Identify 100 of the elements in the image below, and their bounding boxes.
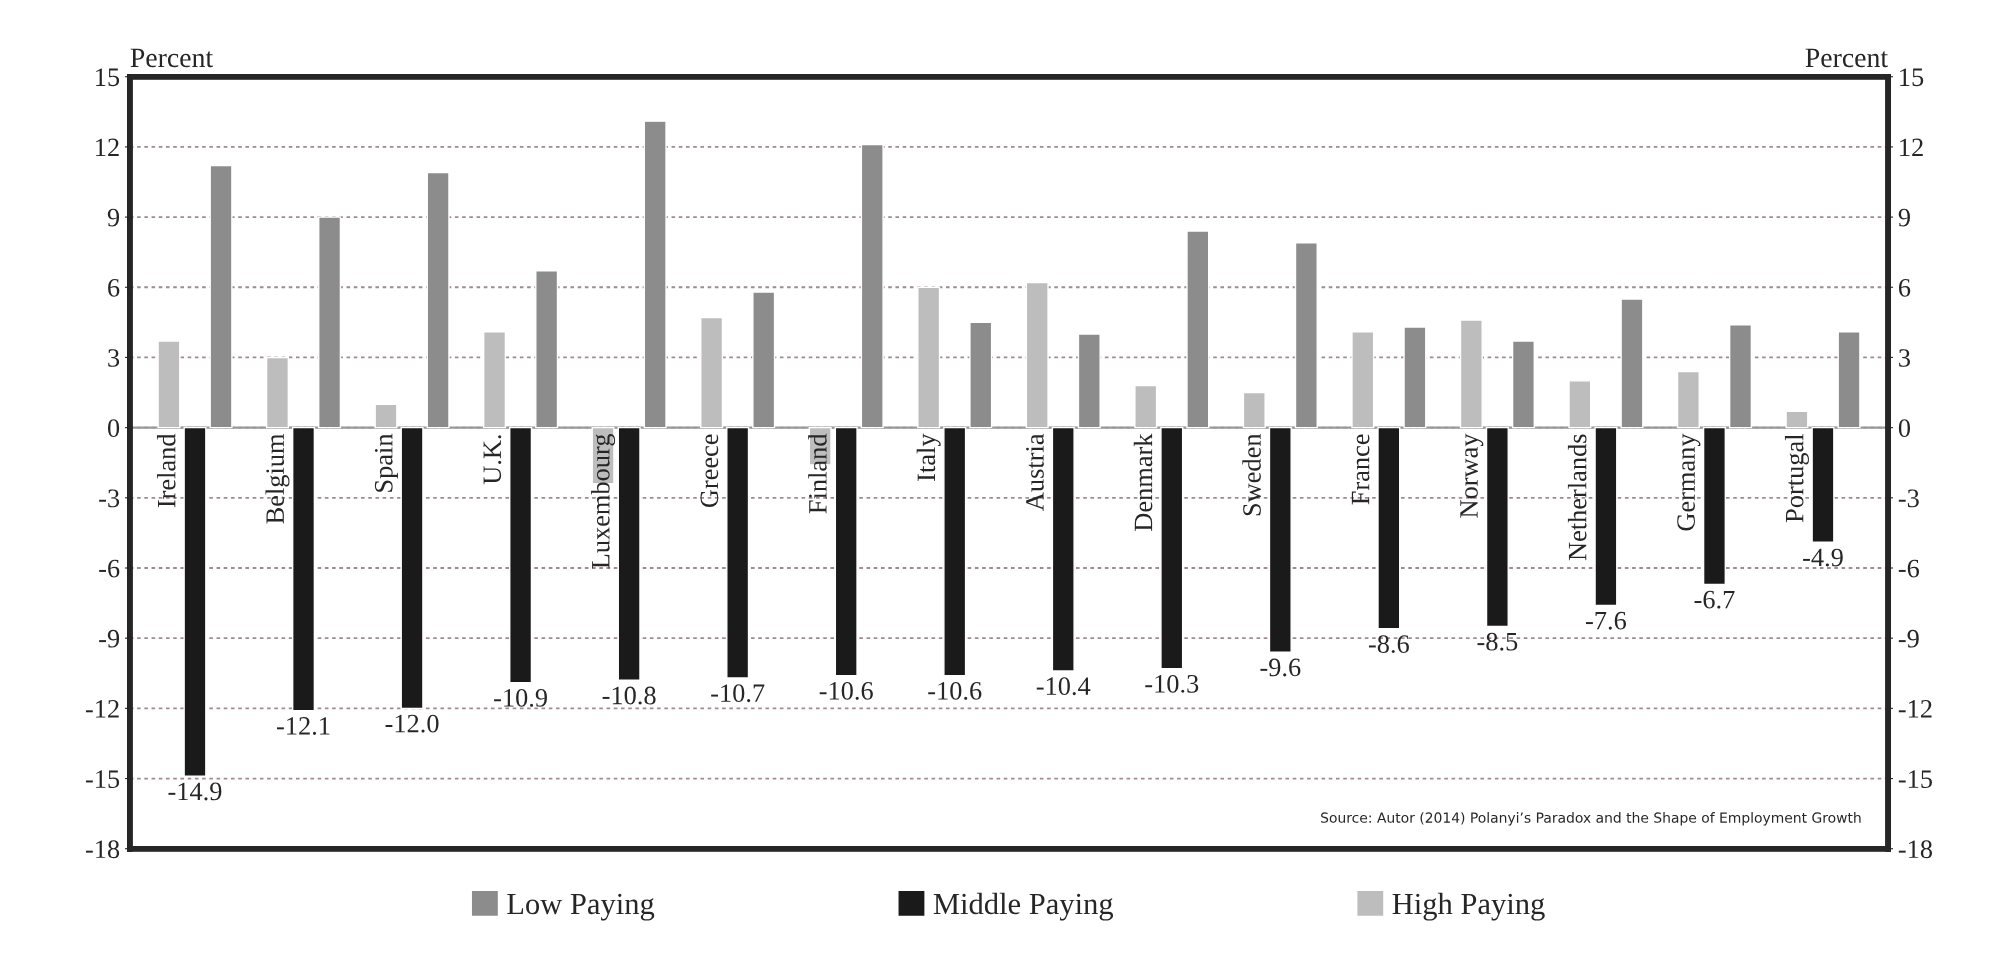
bar [643, 120, 667, 429]
bar [617, 426, 641, 681]
x-tick-label: Germany [1677, 433, 1701, 531]
bar [183, 426, 207, 777]
y2-tick-label: -12 [1898, 700, 1932, 718]
bar [860, 143, 884, 429]
bar [482, 331, 507, 429]
x-tick-label: Portugal [1784, 434, 1809, 523]
bar [943, 426, 967, 677]
data-label: -7.6 [1586, 611, 1627, 630]
bar [400, 426, 424, 710]
bar [318, 216, 342, 429]
y-tick-label: -12 [85, 700, 119, 718]
data-label: -12.1 [277, 717, 330, 735]
x-tick-label: U.K. [483, 435, 502, 485]
data-label: -10.6 [819, 681, 873, 700]
legend-label: High Paying [1392, 892, 1545, 921]
bar [1077, 333, 1101, 429]
bar [726, 426, 750, 679]
y-tick-label: 0 [107, 419, 120, 438]
bar [1459, 319, 1483, 429]
bar [1594, 426, 1618, 607]
y-tick-label: 12 [96, 138, 119, 157]
y-tick-label: -3 [99, 489, 120, 508]
bar [1377, 426, 1401, 630]
bar [1294, 242, 1318, 429]
x-tick-label: Austria [1026, 433, 1044, 511]
bar [265, 356, 290, 429]
x-tick-label: Spain [374, 433, 398, 492]
bar [969, 321, 993, 429]
x-tick-label: Italy [916, 433, 941, 481]
bar [1242, 391, 1266, 429]
data-label: -10.8 [602, 686, 656, 705]
bar [700, 316, 724, 429]
y2-tick-label: 9 [1898, 208, 1910, 227]
y2-tick-label: 15 [1900, 68, 1924, 87]
bar [1051, 426, 1075, 672]
y2-axis-title: Percent [1805, 48, 1888, 68]
bar [834, 426, 858, 677]
data-label: -14.9 [168, 782, 222, 801]
bar [1186, 230, 1210, 429]
data-label: -8.6 [1368, 635, 1409, 654]
bar [509, 426, 533, 684]
bar [1025, 281, 1049, 429]
y2-tick-label: 3 [1899, 349, 1910, 367]
bar [1403, 326, 1427, 429]
y-tick-label: -9 [99, 629, 120, 648]
x-tick-label: Belgium [265, 433, 290, 524]
y-axis-title: Percent [130, 48, 213, 68]
y-tick-label: 3 [108, 349, 120, 367]
bar [1676, 370, 1700, 429]
y2-tick-label: -15 [1898, 770, 1932, 788]
x-tick-label: Ireland [156, 433, 176, 508]
bar [1134, 384, 1158, 429]
data-label: -10.9 [494, 688, 547, 707]
bar [1702, 426, 1727, 586]
data-label: -6.7 [1694, 590, 1735, 609]
bar [917, 286, 941, 429]
legend-label: Middle Paying [933, 892, 1114, 921]
x-tick-label: France [1351, 434, 1370, 505]
y2-tick-label: -18 [1898, 840, 1932, 859]
x-tick-label: Finland [808, 433, 827, 514]
y2-tick-label: -6 [1898, 559, 1920, 578]
data-label: -12.0 [385, 714, 439, 733]
bar [1811, 426, 1835, 543]
bar [374, 403, 398, 429]
data-label: -4.9 [1803, 548, 1843, 567]
bar [209, 164, 233, 429]
bar [752, 291, 776, 429]
data-label: -8.5 [1477, 632, 1518, 651]
x-tick-label: Denmark [1133, 433, 1153, 531]
bar [1837, 331, 1861, 429]
bar [1568, 380, 1592, 429]
y-tick-label: 15 [96, 68, 120, 87]
y-tick-label: 9 [107, 208, 120, 227]
data-label: -10.4 [1036, 677, 1091, 696]
legend-label: Low Paying [507, 893, 655, 921]
bar [1785, 410, 1809, 429]
y2-tick-label: -3 [1898, 489, 1919, 508]
y2-tick-label: -9 [1898, 629, 1919, 648]
bar [1268, 426, 1292, 653]
y-tick-label: 6 [108, 278, 120, 297]
bar [291, 426, 316, 712]
data-label: -10.7 [711, 684, 765, 703]
y-tick-label: -18 [85, 840, 120, 859]
y-tick-label: -15 [85, 770, 120, 788]
data-label: -10.6 [928, 681, 982, 700]
data-label: -10.3 [1145, 674, 1199, 693]
y-tick-label: -6 [99, 559, 120, 578]
y2-tick-label: 12 [1900, 138, 1923, 157]
bar [1728, 323, 1753, 429]
data-label: -9.6 [1260, 658, 1301, 677]
bar [1485, 426, 1509, 628]
bar [1511, 340, 1535, 429]
x-tick-label: Sweden [1242, 433, 1261, 516]
bar [1620, 298, 1644, 429]
bar [157, 340, 181, 429]
bar [535, 270, 559, 429]
x-tick-label: Norway [1460, 433, 1484, 518]
y2-tick-label: 6 [1898, 278, 1911, 297]
